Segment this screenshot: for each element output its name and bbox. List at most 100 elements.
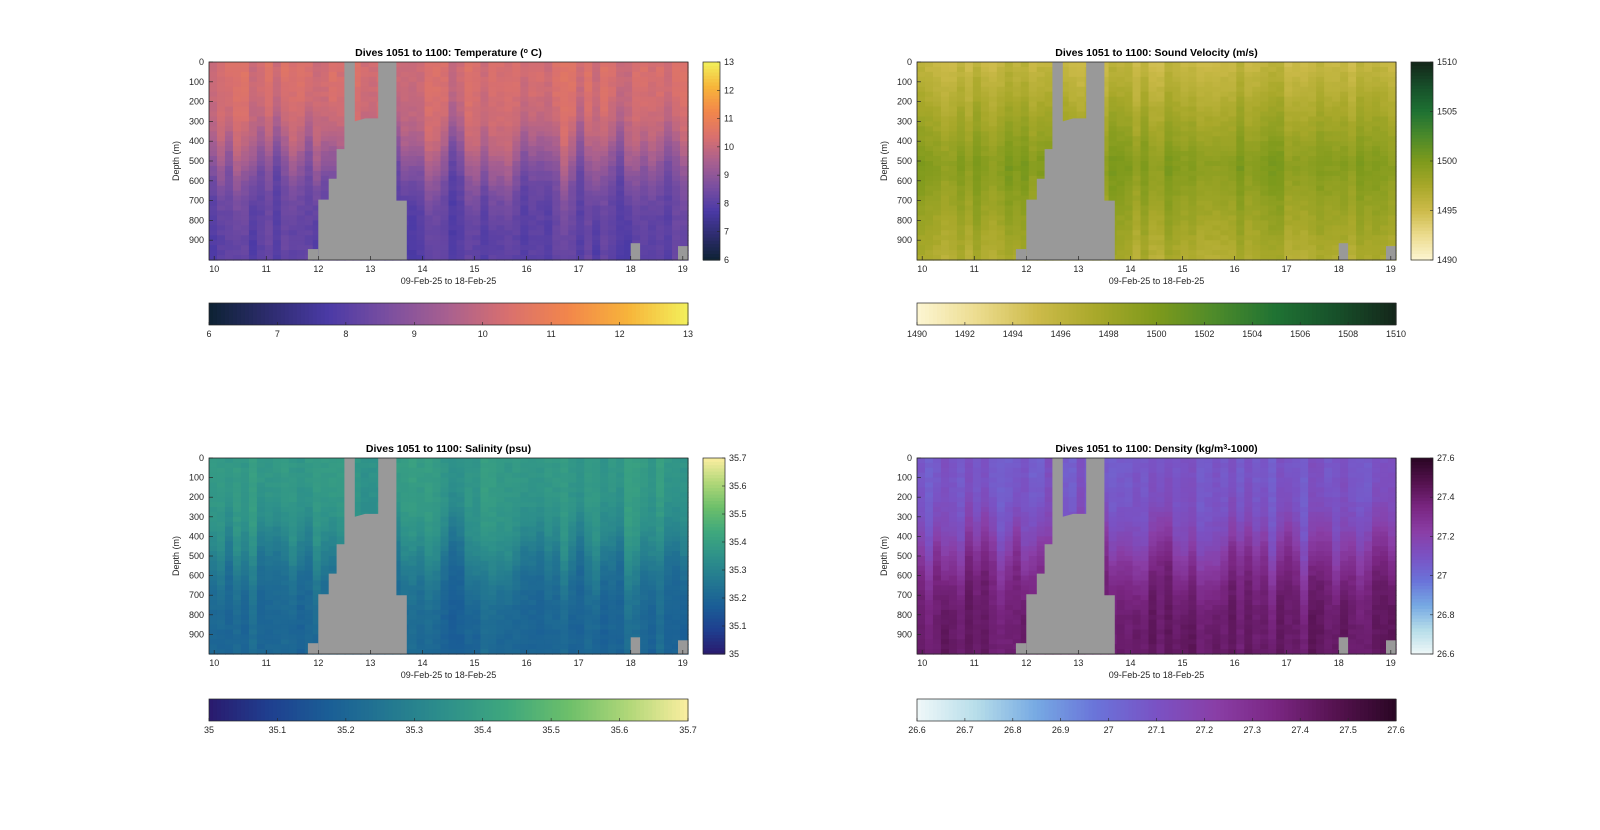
heatmap-cell — [680, 141, 689, 147]
heatmap-cell — [1348, 116, 1357, 122]
heatmap-cell — [528, 215, 537, 221]
heatmap-cell — [1196, 225, 1205, 231]
heatmap-cell — [1140, 210, 1150, 217]
heatmap-cell — [432, 151, 442, 157]
heatmap-cell — [980, 151, 990, 157]
heatmap-cell — [560, 66, 569, 73]
heatmap-cell — [592, 101, 601, 108]
heatmap-cell — [1236, 175, 1245, 182]
heatmap-cell — [932, 230, 942, 236]
heatmap-cell — [1244, 205, 1253, 212]
heatmap-cell — [1172, 220, 1182, 226]
heatmap-cell — [432, 91, 442, 98]
heatmap-cell — [1108, 165, 1118, 172]
heatmap-cell — [1252, 205, 1261, 212]
heatmap-cell — [280, 185, 290, 192]
heatmap-cell — [616, 156, 625, 162]
heatmap-cell — [432, 220, 442, 226]
heatmap-cell — [1316, 91, 1325, 98]
heatmap-cell — [940, 170, 950, 177]
heatmap-cell — [488, 146, 497, 152]
heatmap-cell — [1364, 106, 1373, 113]
heatmap-cell — [964, 200, 974, 207]
heatmap-cell — [600, 235, 609, 241]
heatmap-cell — [1324, 136, 1333, 142]
heatmap-cell — [932, 156, 942, 162]
y-tick-label: 800 — [189, 215, 204, 225]
heatmap-cell — [288, 210, 298, 217]
heatmap-cell — [1204, 91, 1213, 98]
colorbar-swatch — [588, 303, 593, 325]
heatmap-cell — [480, 180, 490, 187]
heatmap-cell — [1148, 86, 1158, 93]
heatmap-cell — [280, 81, 290, 88]
heatmap-cell — [1348, 76, 1357, 83]
heatmap-cell — [1204, 230, 1213, 236]
heatmap-cell — [536, 151, 545, 157]
heatmap-cell — [1292, 156, 1301, 162]
heatmap-cell — [1324, 91, 1333, 98]
colorbar-swatch — [703, 141, 720, 146]
heatmap-cell — [592, 240, 601, 246]
heatmap-cell — [1156, 106, 1166, 113]
heatmap-cell — [400, 101, 410, 108]
heatmap-cell — [328, 175, 338, 182]
heatmap-cell — [552, 121, 561, 127]
heatmap-cell — [504, 141, 513, 147]
heatmap-cell — [1012, 146, 1022, 152]
heatmap-cell — [1292, 71, 1301, 78]
heatmap-cell — [400, 116, 410, 122]
heatmap-cell — [1324, 101, 1333, 108]
heatmap-cell — [1284, 141, 1293, 147]
heatmap-cell — [1228, 136, 1237, 142]
heatmap-cell — [336, 96, 346, 103]
heatmap-cell — [512, 66, 521, 73]
heatmap-cell — [328, 101, 338, 108]
heatmap-cell — [1284, 161, 1293, 167]
heatmap-cell — [576, 161, 585, 167]
heatmap-cell — [988, 136, 998, 142]
heatmap-cell — [584, 156, 593, 162]
heatmap-cell — [496, 180, 505, 187]
heatmap-cell — [584, 121, 593, 127]
heatmap-cell — [1316, 76, 1325, 83]
heatmap-cell — [956, 131, 966, 137]
heatmap-cell — [448, 91, 458, 98]
colorbar-swatch — [703, 134, 720, 139]
colorbar-swatch — [352, 303, 358, 325]
heatmap-cell — [1228, 91, 1237, 98]
heatmap-cell — [1212, 195, 1221, 202]
heatmap-cell — [592, 225, 601, 231]
heatmap-cell — [256, 62, 266, 68]
heatmap-cell — [408, 116, 418, 122]
heatmap-cell — [988, 151, 998, 157]
heatmap-cell — [1380, 76, 1389, 83]
heatmap-cell — [632, 151, 641, 157]
heatmap-cell — [352, 81, 362, 88]
heatmap-cell — [224, 156, 234, 162]
heatmap-cell — [956, 71, 966, 78]
heatmap-cell — [1252, 185, 1261, 192]
heatmap-cell — [568, 190, 577, 197]
heatmap-cell — [656, 175, 665, 182]
heatmap-cell — [320, 101, 330, 108]
heatmap-cell — [1372, 131, 1381, 137]
heatmap-cell — [1180, 170, 1190, 177]
heatmap-cell — [1028, 71, 1038, 78]
heatmap-cell — [1244, 170, 1253, 177]
colorbar-swatch — [703, 187, 720, 192]
heatmap-cell — [248, 215, 258, 221]
heatmap-cell — [648, 185, 657, 192]
heatmap-cell — [1220, 215, 1229, 221]
heatmap-cell — [424, 111, 434, 118]
heatmap-cell — [312, 86, 322, 93]
colorbar-swatch — [620, 303, 625, 325]
heatmap-cell — [400, 180, 410, 187]
heatmap-cell — [1228, 255, 1237, 261]
heatmap-cell — [672, 210, 681, 217]
heatmap-cell — [528, 86, 537, 93]
heatmap-cell — [448, 96, 458, 103]
heatmap-cell — [568, 62, 577, 68]
heatmap-cell — [924, 116, 934, 122]
heatmap-cell — [1036, 175, 1046, 182]
